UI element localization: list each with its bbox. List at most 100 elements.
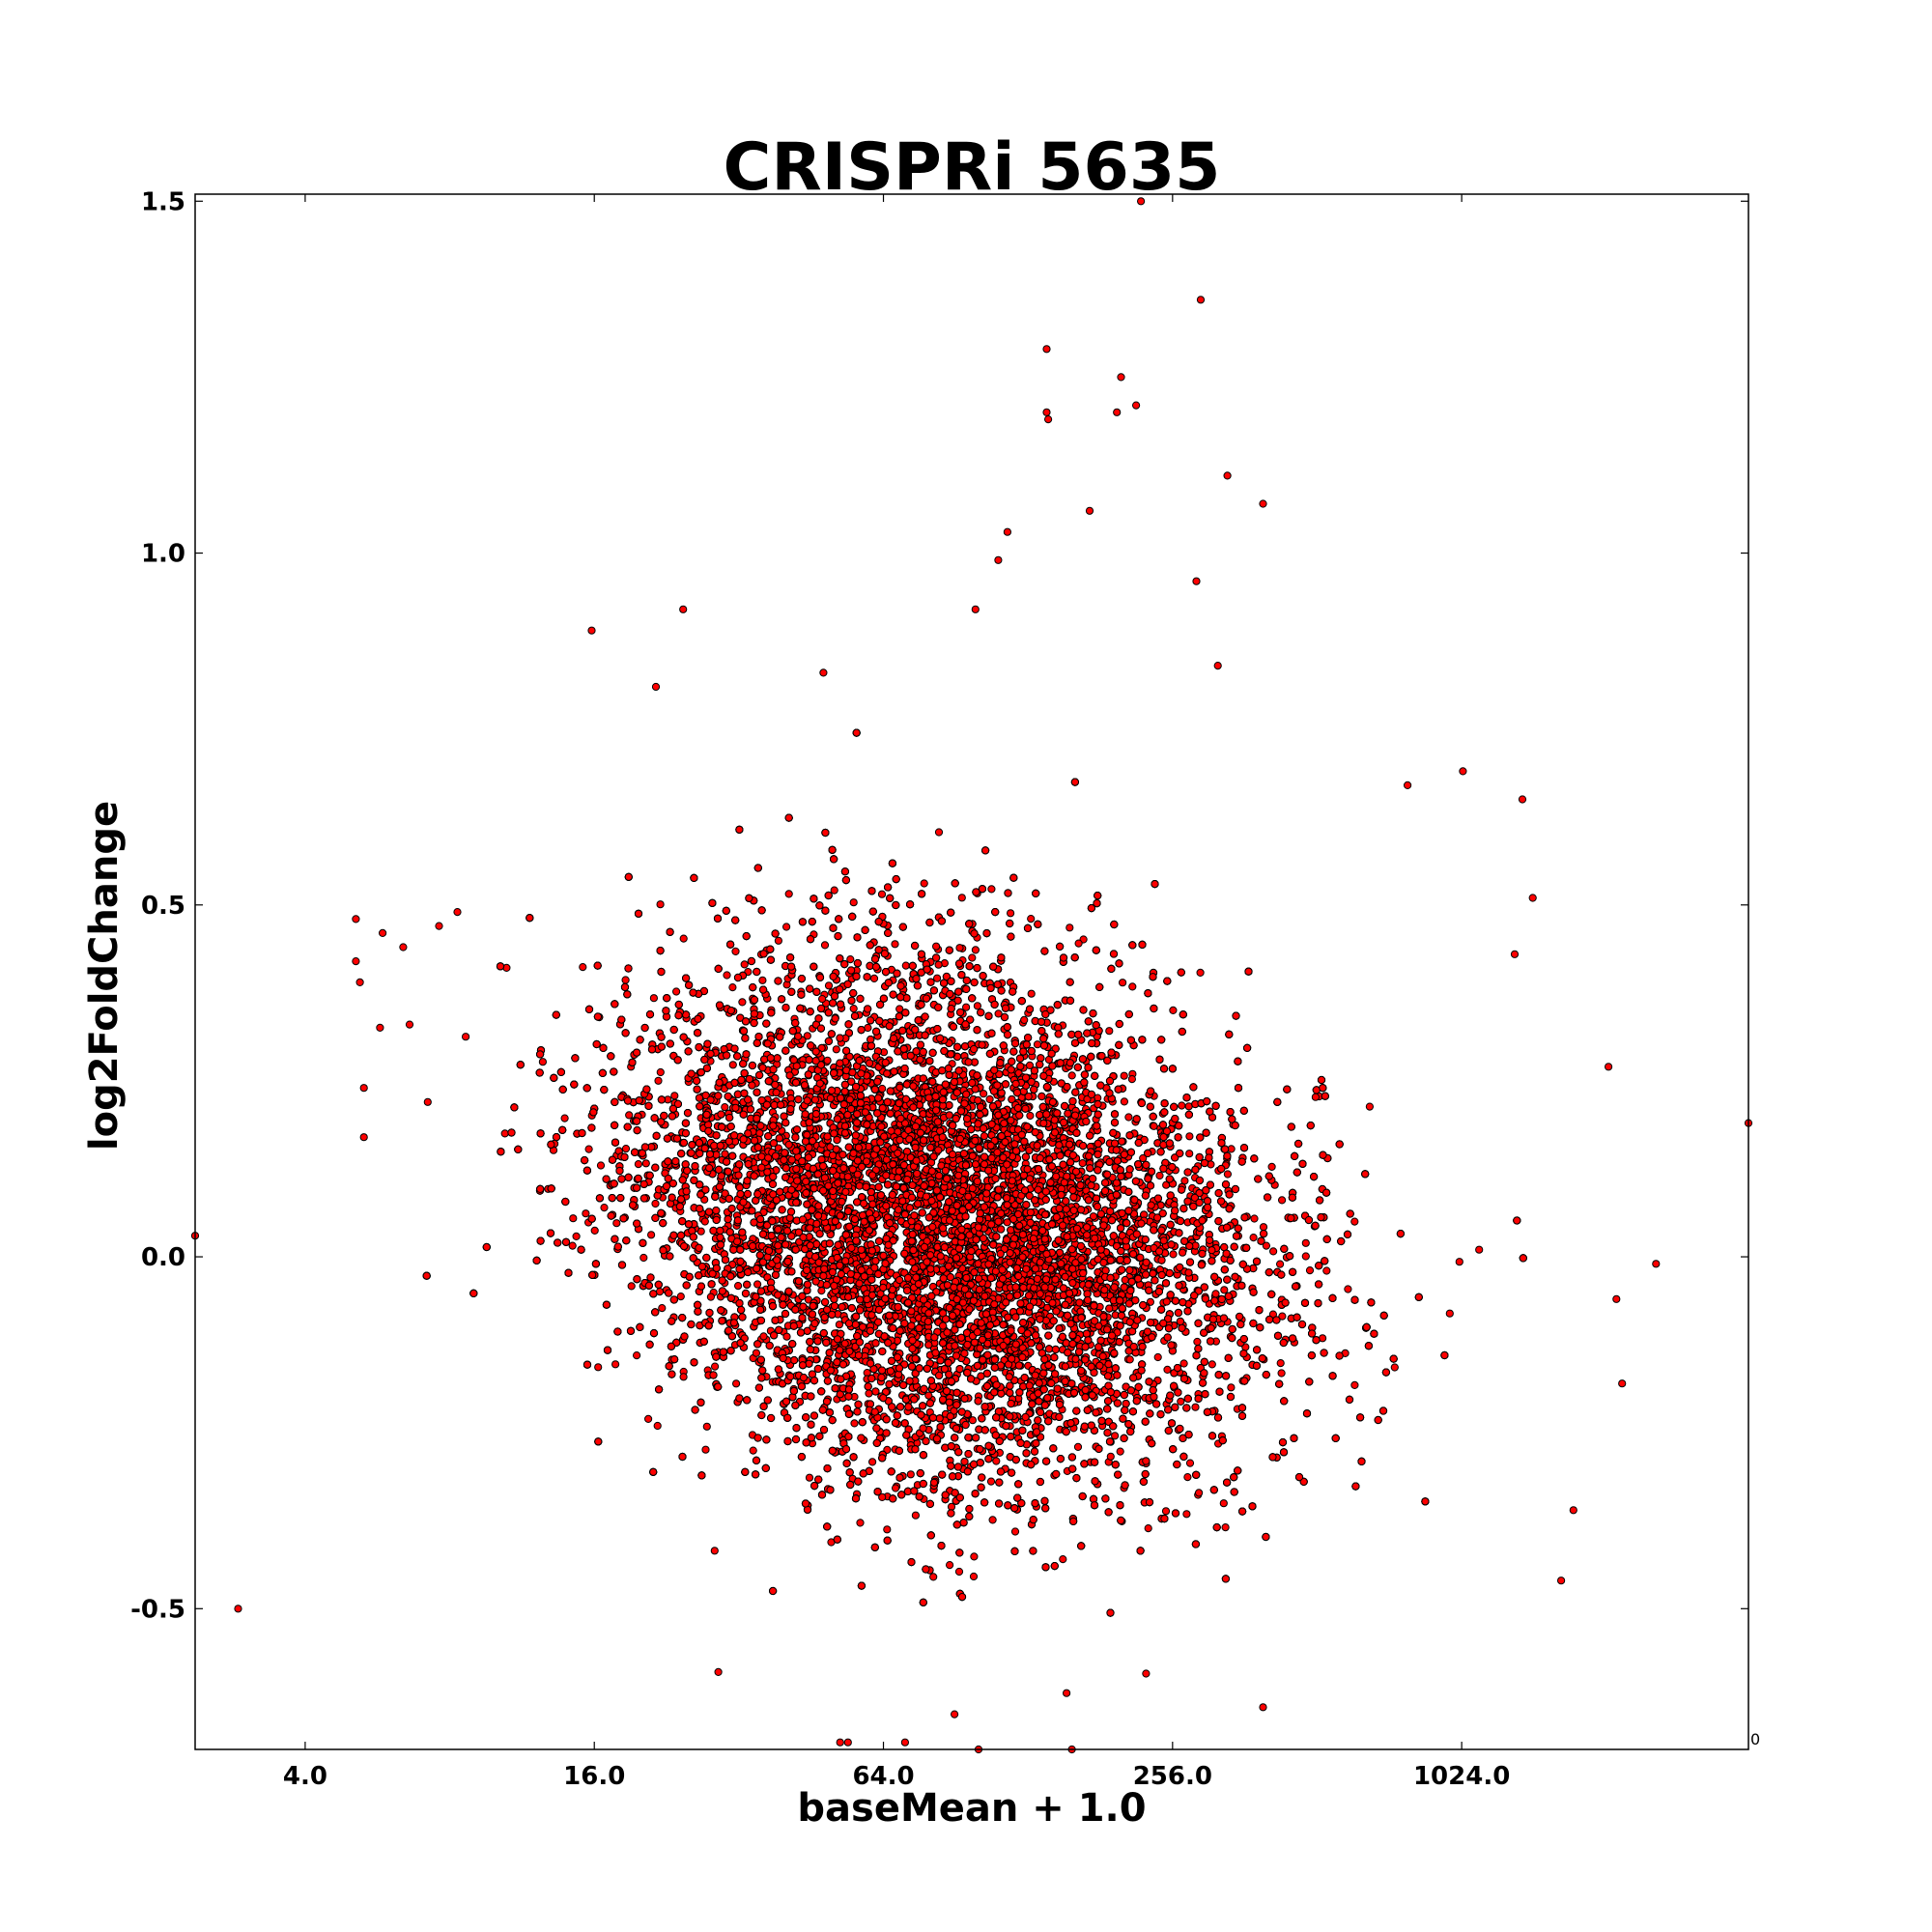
data-point bbox=[1111, 1432, 1120, 1440]
data-point bbox=[988, 1516, 997, 1524]
data-point bbox=[970, 1552, 979, 1561]
data-point bbox=[649, 994, 659, 1003]
data-point bbox=[784, 890, 793, 898]
data-point bbox=[1196, 968, 1205, 978]
data-point bbox=[1124, 1113, 1133, 1122]
data-point bbox=[572, 1232, 581, 1241]
data-point bbox=[1311, 1093, 1321, 1101]
data-point bbox=[728, 1061, 737, 1069]
data-point bbox=[850, 1419, 859, 1428]
data-point bbox=[938, 1395, 948, 1404]
data-point bbox=[805, 1473, 814, 1482]
data-point bbox=[947, 1502, 956, 1511]
plot-frame bbox=[195, 194, 1748, 1749]
data-point bbox=[723, 971, 731, 980]
data-point bbox=[817, 1287, 826, 1295]
data-point bbox=[1390, 1363, 1399, 1372]
data-point bbox=[1027, 989, 1036, 998]
data-point bbox=[1125, 1355, 1134, 1364]
data-point bbox=[1305, 1266, 1315, 1275]
data-point bbox=[641, 1159, 650, 1168]
data-point bbox=[846, 955, 855, 964]
data-point bbox=[644, 1414, 653, 1424]
data-point bbox=[878, 1084, 887, 1094]
data-point bbox=[1120, 1097, 1129, 1106]
data-point bbox=[1365, 1102, 1375, 1111]
data-point bbox=[883, 1525, 892, 1534]
data-point bbox=[1276, 1359, 1285, 1368]
data-point bbox=[611, 1360, 620, 1369]
data-point bbox=[1219, 1499, 1228, 1508]
data-point bbox=[929, 1573, 938, 1581]
data-point bbox=[655, 1288, 665, 1296]
data-point bbox=[1119, 979, 1127, 987]
data-point bbox=[1350, 1380, 1359, 1390]
data-point bbox=[376, 1023, 384, 1033]
data-point bbox=[1178, 1101, 1186, 1110]
data-point bbox=[969, 1572, 979, 1581]
data-point bbox=[877, 890, 887, 898]
data-point bbox=[752, 1349, 761, 1357]
data-point bbox=[679, 1373, 688, 1381]
data-point bbox=[1269, 1247, 1278, 1256]
data-point bbox=[1301, 1252, 1310, 1261]
data-point bbox=[584, 1145, 593, 1153]
data-point bbox=[1144, 1524, 1152, 1533]
data-point bbox=[1026, 1111, 1035, 1121]
data-point bbox=[621, 976, 630, 984]
data-point bbox=[1249, 1234, 1258, 1242]
data-point bbox=[658, 1304, 667, 1313]
data-point bbox=[1142, 1669, 1151, 1678]
data-point bbox=[627, 1282, 636, 1291]
data-point bbox=[1278, 1196, 1287, 1205]
data-point bbox=[1169, 1006, 1178, 1015]
data-point bbox=[700, 1217, 709, 1226]
data-point bbox=[962, 1003, 971, 1011]
data-point bbox=[1344, 1285, 1352, 1293]
data-point bbox=[654, 1076, 663, 1085]
data-point bbox=[1121, 1275, 1129, 1285]
chart-title: CRISPRi 5635 bbox=[724, 129, 1221, 206]
data-point bbox=[1089, 1212, 1098, 1221]
data-point bbox=[1153, 1352, 1162, 1362]
data-point bbox=[1105, 1027, 1114, 1036]
data-point bbox=[538, 1058, 548, 1066]
data-point bbox=[676, 1293, 685, 1301]
data-point bbox=[596, 1161, 606, 1170]
data-point bbox=[639, 1253, 648, 1263]
data-point bbox=[651, 1199, 660, 1208]
data-point bbox=[670, 1092, 679, 1100]
data-point bbox=[1445, 1309, 1454, 1318]
data-point bbox=[738, 998, 747, 1007]
data-point bbox=[1128, 982, 1137, 991]
data-point bbox=[732, 1379, 741, 1388]
data-point bbox=[985, 1094, 994, 1104]
data-point bbox=[1073, 1442, 1083, 1452]
data-point bbox=[1182, 1510, 1191, 1519]
data-point bbox=[653, 1421, 662, 1431]
data-point bbox=[594, 1363, 603, 1372]
data-point bbox=[1020, 1015, 1029, 1025]
data-point bbox=[1208, 1360, 1216, 1369]
data-point bbox=[1277, 1369, 1286, 1378]
data-point bbox=[1322, 1266, 1331, 1275]
data-point bbox=[1010, 1527, 1020, 1536]
data-point bbox=[1276, 1260, 1285, 1268]
data-point bbox=[1177, 1397, 1185, 1406]
data-point bbox=[711, 1362, 720, 1371]
data-point bbox=[835, 1321, 844, 1329]
data-point bbox=[1127, 1075, 1137, 1084]
data-point bbox=[830, 886, 838, 895]
data-point bbox=[774, 936, 783, 945]
data-point bbox=[1163, 1365, 1172, 1375]
data-point bbox=[1067, 1071, 1076, 1080]
data-point bbox=[1319, 1334, 1327, 1343]
data-point bbox=[1227, 1383, 1236, 1392]
data-point bbox=[634, 1160, 643, 1169]
data-point bbox=[582, 1209, 590, 1218]
data-points bbox=[190, 197, 1753, 1754]
data-point bbox=[721, 1103, 729, 1112]
data-point bbox=[782, 1332, 791, 1341]
data-point bbox=[568, 1241, 577, 1250]
data-point bbox=[901, 961, 910, 970]
